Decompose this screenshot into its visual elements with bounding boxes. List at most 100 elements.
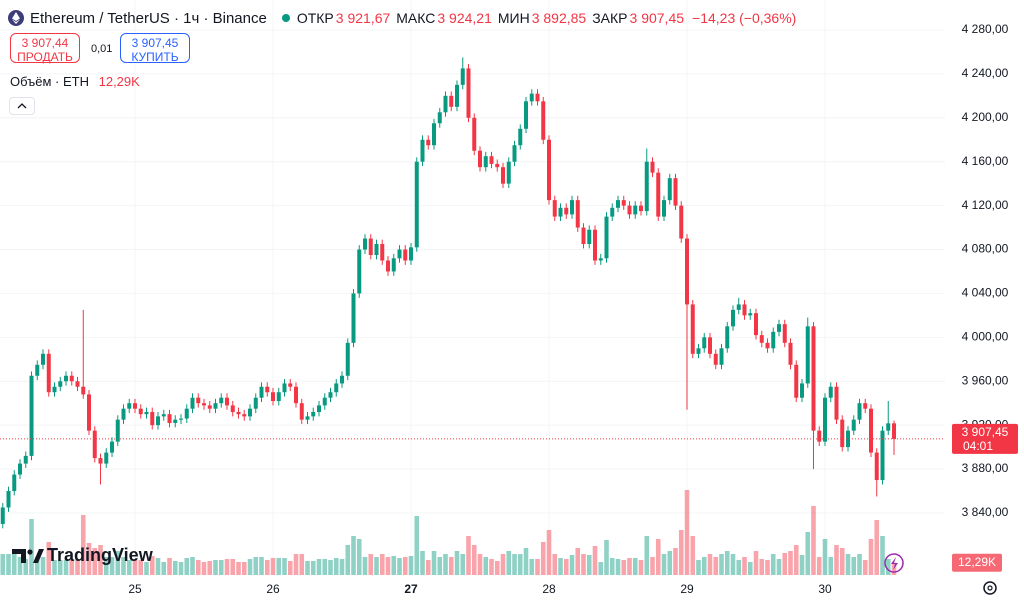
candle-body bbox=[311, 411, 316, 417]
volume-bar bbox=[92, 548, 98, 575]
y-tick-label: 4 000,00 bbox=[962, 330, 1009, 344]
spread: 0,01 bbox=[91, 43, 113, 55]
volume-bar bbox=[650, 557, 655, 575]
volume-bar bbox=[339, 559, 345, 575]
volume-bar bbox=[34, 557, 40, 575]
volume-bar bbox=[799, 555, 805, 575]
logo: TradingView bbox=[12, 545, 154, 565]
candle-body bbox=[202, 403, 207, 406]
sell-button[interactable]: 3 907,44 ПРОДАТЬ bbox=[10, 33, 80, 64]
volume-bar bbox=[575, 548, 581, 575]
volume-bar bbox=[839, 548, 845, 575]
candle-body bbox=[127, 403, 132, 409]
volume-bar bbox=[690, 536, 696, 575]
volume-bar bbox=[523, 548, 529, 575]
x-tick-label: 30 bbox=[818, 582, 832, 596]
settings-button[interactable] bbox=[983, 581, 997, 595]
candle-body bbox=[891, 423, 896, 439]
candle-body bbox=[299, 403, 304, 420]
volume-bar bbox=[287, 561, 293, 575]
last-price-label: 3 907,45 bbox=[962, 425, 1009, 439]
collapse-button[interactable] bbox=[9, 97, 35, 115]
volume-bar bbox=[333, 558, 339, 575]
candle-body bbox=[656, 172, 661, 217]
candle-body bbox=[512, 145, 517, 162]
buy-label[interactable]: КУПИТЬ bbox=[131, 50, 179, 64]
lightning-button[interactable] bbox=[884, 553, 904, 573]
candle-body bbox=[478, 150, 483, 168]
chevron[interactable] bbox=[10, 98, 34, 114]
candle-body bbox=[506, 161, 511, 184]
candle-body bbox=[466, 68, 471, 118]
candle-body bbox=[552, 200, 557, 217]
volume-bar bbox=[0, 554, 6, 575]
y-tick-label: 3 960,00 bbox=[962, 373, 1009, 387]
logo-icon bbox=[33, 549, 44, 563]
sell-price[interactable]: 3 907,44 bbox=[21, 36, 69, 50]
volume-bar bbox=[103, 557, 109, 575]
volume-bar bbox=[420, 551, 425, 575]
candle-body bbox=[138, 408, 143, 415]
volume-bar bbox=[483, 557, 489, 575]
candle-body bbox=[575, 200, 580, 228]
volume-bar bbox=[632, 558, 638, 575]
volume-bar bbox=[172, 561, 178, 575]
low-value: 3 892,85 bbox=[531, 10, 587, 26]
candle-body bbox=[759, 335, 764, 343]
x-tick-label: 29 bbox=[680, 582, 694, 596]
candle-body bbox=[587, 229, 592, 245]
candle-body bbox=[713, 353, 718, 365]
x-tick-label: 26 bbox=[266, 582, 280, 596]
volume-bar bbox=[362, 557, 368, 575]
candle-body bbox=[874, 452, 879, 481]
volume-bar bbox=[592, 546, 598, 575]
volume-bar bbox=[696, 560, 701, 575]
settings-icon[interactable] bbox=[987, 585, 993, 591]
volume-bar bbox=[627, 558, 632, 575]
candle-body bbox=[64, 375, 69, 382]
candle-body bbox=[736, 304, 741, 310]
sell-label[interactable]: ПРОДАТЬ bbox=[17, 50, 73, 64]
candle-body bbox=[334, 383, 339, 393]
lightning-circle[interactable] bbox=[884, 553, 904, 573]
volume-bar bbox=[270, 558, 276, 575]
candle-body bbox=[294, 386, 299, 404]
buy-price[interactable]: 3 907,45 bbox=[131, 36, 179, 50]
candle-body bbox=[317, 405, 322, 412]
logo-text: TradingView bbox=[47, 545, 154, 565]
x-tick-label: 25 bbox=[128, 582, 142, 596]
candle-body bbox=[765, 342, 770, 349]
candle-body bbox=[662, 200, 667, 217]
volume-bar bbox=[425, 560, 431, 575]
candle-body bbox=[265, 386, 270, 393]
candle-body bbox=[374, 244, 379, 256]
settings-icon[interactable] bbox=[983, 581, 997, 595]
volume-bar bbox=[880, 536, 885, 575]
volume-bar bbox=[828, 557, 834, 575]
candle-body bbox=[863, 403, 868, 409]
y-tick-label: 4 120,00 bbox=[962, 198, 1009, 212]
candles bbox=[0, 57, 896, 529]
candle-body bbox=[340, 375, 345, 384]
volume-bar bbox=[845, 554, 851, 575]
volume-bar bbox=[862, 560, 868, 575]
volume-bar bbox=[857, 554, 862, 575]
volume-bar bbox=[540, 542, 546, 575]
volume-bar bbox=[264, 560, 270, 575]
volume-bar bbox=[546, 530, 552, 575]
volume-bar bbox=[500, 554, 506, 575]
volume-bar bbox=[460, 554, 466, 575]
volume-bar bbox=[247, 559, 253, 575]
buy-button[interactable]: 3 907,45 КУПИТЬ bbox=[120, 33, 190, 64]
volume-bar bbox=[230, 559, 236, 575]
candle-body bbox=[414, 161, 419, 248]
candle-body bbox=[41, 353, 46, 365]
candle-body bbox=[489, 156, 494, 164]
volume-bars bbox=[0, 490, 897, 575]
volume-bar bbox=[63, 560, 69, 575]
candle-body bbox=[782, 324, 787, 343]
lightning-icon[interactable] bbox=[891, 557, 898, 570]
volume-bar bbox=[408, 556, 414, 575]
high-value: 3 924,21 bbox=[437, 10, 492, 26]
volume-bar bbox=[86, 543, 92, 575]
